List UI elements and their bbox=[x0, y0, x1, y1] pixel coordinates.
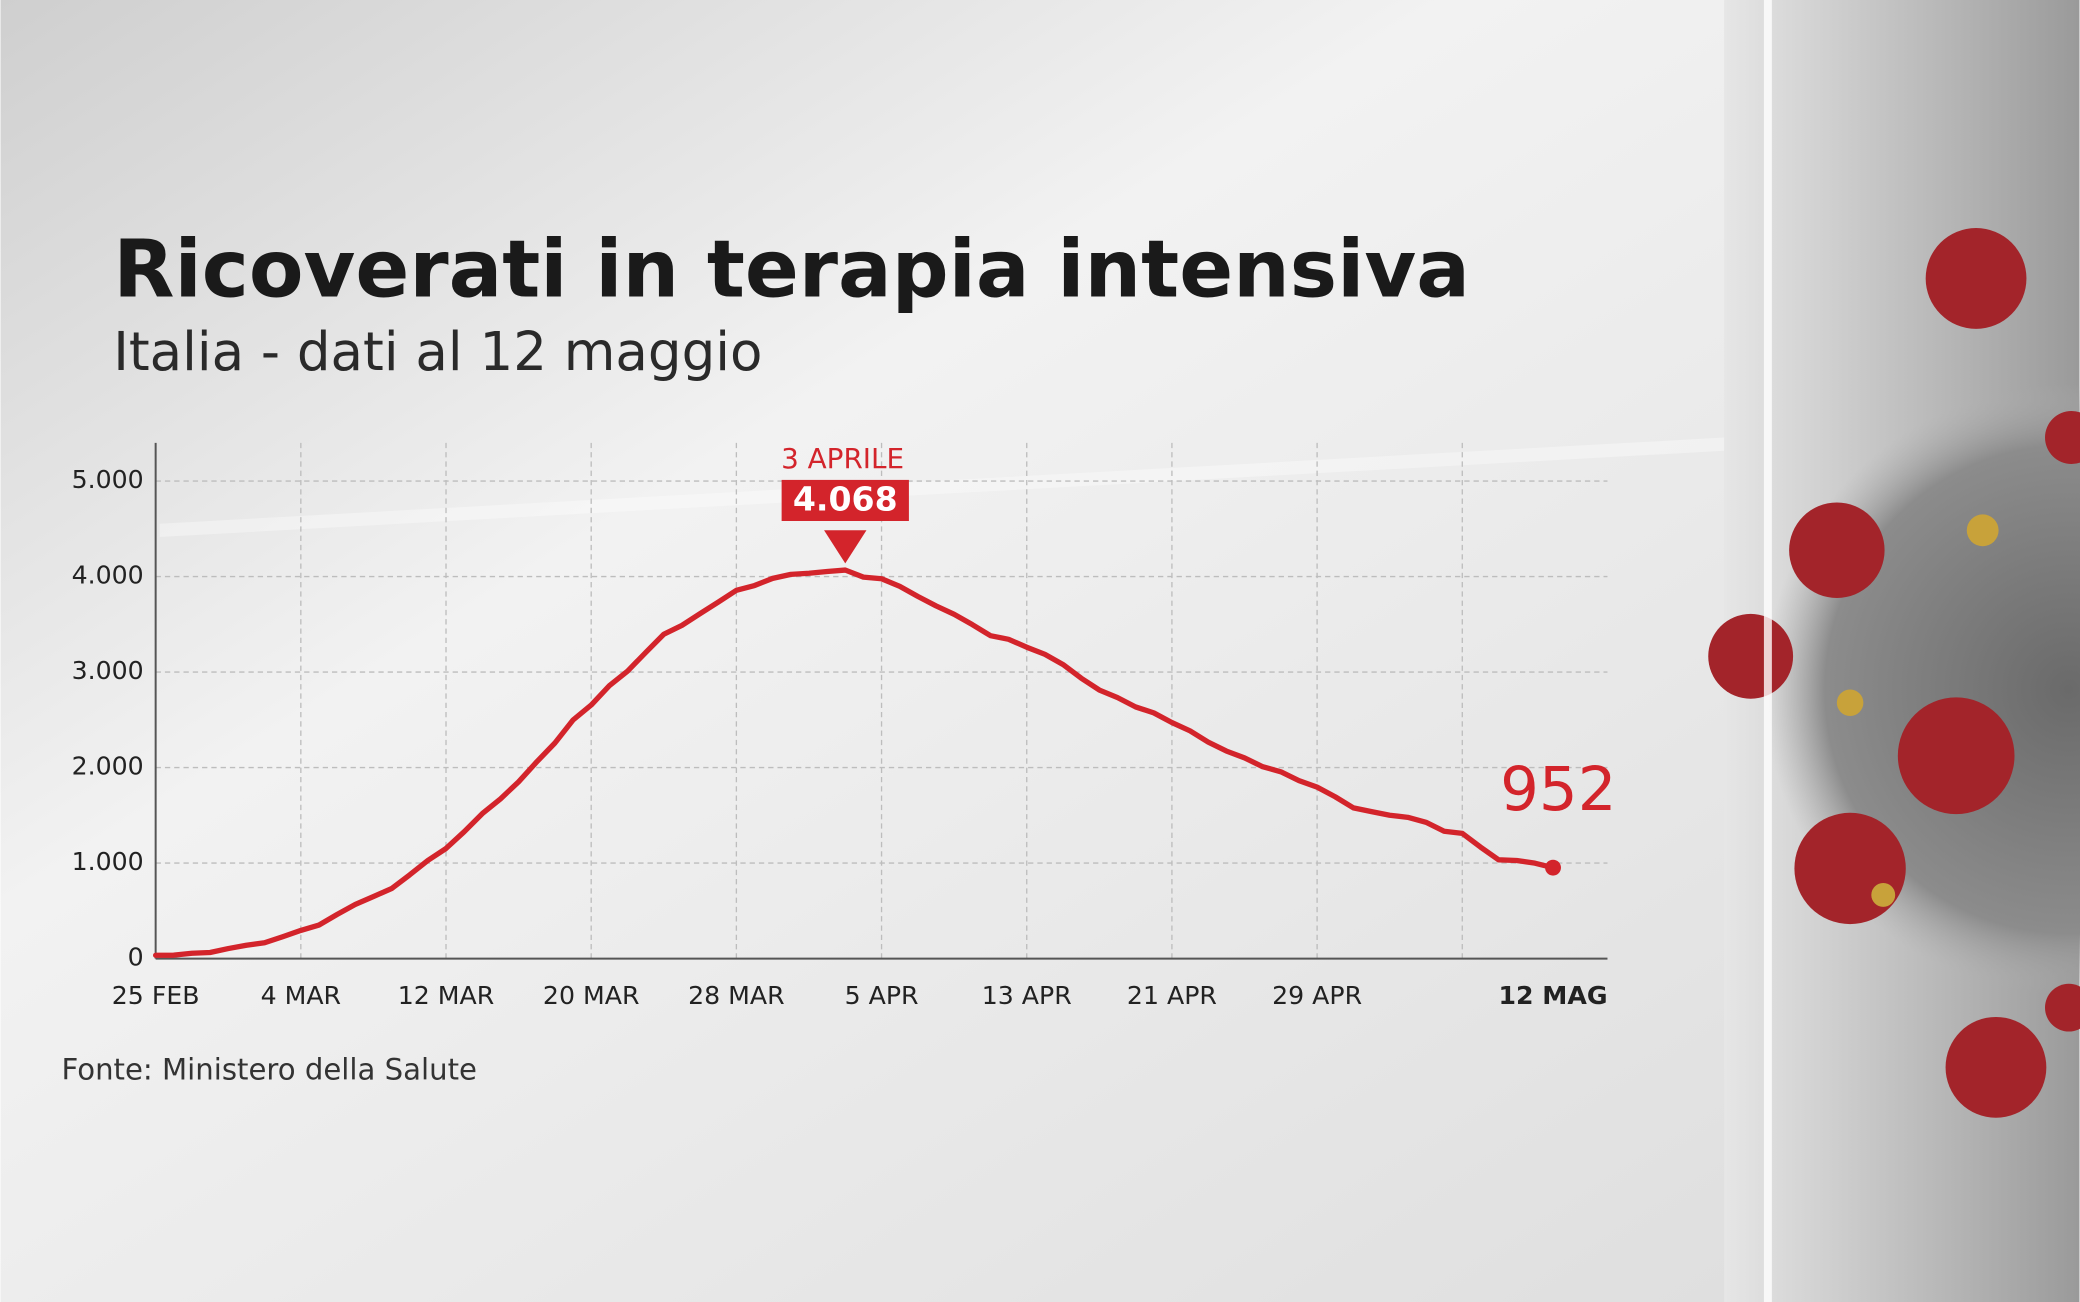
virus-dots bbox=[1836, 514, 1999, 907]
peak-value-label: 4.068 bbox=[793, 480, 898, 519]
x-tick-label: 20 MAR bbox=[543, 981, 640, 1010]
y-tick-label: 3.000 bbox=[72, 656, 144, 685]
peak-date-label: 3 APRILE bbox=[781, 442, 904, 475]
x-tick-label: 13 APR bbox=[982, 981, 1072, 1010]
x-tick-label: 12 MAR bbox=[398, 981, 495, 1010]
chart-subtitle: Italia - dati al 12 maggio bbox=[113, 321, 762, 383]
light-band bbox=[159, 437, 1725, 537]
x-tick-label: 29 APR bbox=[1272, 981, 1362, 1010]
divider bbox=[1763, 0, 1772, 1302]
y-tick-label: 2.000 bbox=[72, 752, 144, 781]
x-tick-label: 25 FEB bbox=[112, 981, 200, 1010]
y-tick-label: 0 bbox=[128, 943, 144, 972]
y-tick-label: 1.000 bbox=[72, 847, 144, 876]
end-point bbox=[1545, 859, 1561, 876]
y-tick-label: 5.000 bbox=[72, 465, 144, 494]
chart-title: Ricoverati in terapia intensiva bbox=[113, 222, 1470, 315]
source: Fonte: Ministero della Salute bbox=[62, 1052, 477, 1086]
end-value-label: 952 bbox=[1500, 754, 1616, 825]
y-tick-label: 4.000 bbox=[72, 561, 144, 590]
x-tick-label: 5 APR bbox=[845, 981, 919, 1010]
x-tick-label: 4 MAR bbox=[261, 981, 342, 1010]
x-tick-label: 21 APR bbox=[1127, 981, 1217, 1010]
x-tick-label: 28 MAR bbox=[688, 981, 785, 1010]
peak-arrow bbox=[824, 530, 867, 564]
data-line bbox=[152, 567, 1556, 958]
peak-label-box bbox=[781, 479, 909, 522]
x-tick-label: 12 MAG bbox=[1498, 981, 1607, 1010]
